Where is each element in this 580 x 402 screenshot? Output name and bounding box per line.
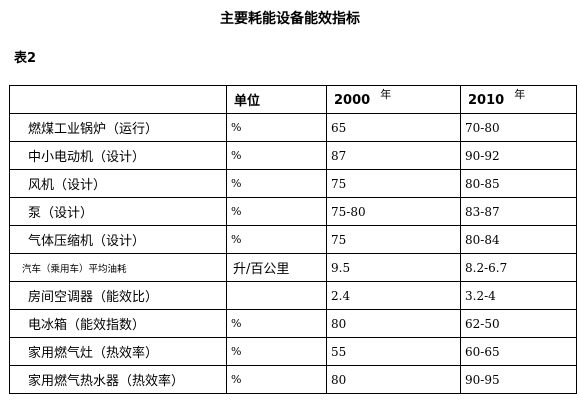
table-row: 气体压缩机（设计） % 75 80-84	[9, 225, 577, 254]
table-row: 中小电动机（设计） % 87 90-92	[9, 141, 577, 170]
header-name	[9, 85, 227, 114]
row-unit: %	[226, 337, 327, 366]
table-label: 表2	[14, 51, 37, 66]
row-name: 家用燃气灶（热效率）	[9, 337, 227, 366]
row-value-2000: 80	[326, 365, 461, 394]
row-value-2010: 70-80	[460, 113, 577, 142]
row-value-2000: 55	[326, 337, 461, 366]
row-name: 燃煤工业锅炉（运行）	[9, 113, 227, 142]
row-value-2000: 87	[326, 141, 461, 170]
row-unit: 升/百公里	[226, 253, 327, 282]
row-value-2000: 75	[326, 225, 461, 254]
row-unit	[226, 281, 327, 310]
row-name: 家用燃气热水器（热效率）	[9, 365, 227, 394]
row-name: 风机（设计）	[9, 169, 227, 198]
row-value-2000: 80	[326, 309, 461, 338]
table-row: 家用燃气灶（热效率） % 55 60-65	[9, 337, 577, 366]
header-2010-year-suffix: 年	[514, 87, 526, 101]
document-title: 主要耗能设备能效指标	[220, 11, 360, 27]
row-name: 气体压缩机（设计）	[9, 225, 227, 254]
row-value-2000: 75-80	[326, 197, 461, 226]
table-row: 泵（设计） % 75-80 83-87	[9, 197, 577, 226]
row-value-2000: 9.5	[326, 253, 461, 282]
efficiency-table: 单位 2000 年 2010 年 燃煤工业锅炉（运行） % 65 70-80 中小电…	[9, 85, 577, 394]
row-name: 电冰箱（能效指数）	[9, 309, 227, 338]
row-value-2000: 75	[326, 169, 461, 198]
table-header-row: 单位 2000 年 2010 年	[9, 85, 577, 114]
header-2010: 2010 年	[460, 85, 577, 114]
header-2000: 2000 年	[326, 85, 461, 114]
table-row: 风机（设计） % 75 80-85	[9, 169, 577, 198]
table-row: 房间空调器（能效比） 2.4 3.2-4	[9, 281, 577, 310]
header-2000-value: 2000	[334, 92, 371, 108]
row-value-2010: 90-95	[460, 365, 577, 394]
row-unit: %	[226, 113, 327, 142]
table-row: 家用燃气热水器（热效率） % 80 90-95	[9, 365, 577, 394]
row-unit: %	[226, 365, 327, 394]
row-value-2000: 65	[326, 113, 461, 142]
row-value-2010: 80-84	[460, 225, 577, 254]
row-value-2010: 90-92	[460, 141, 577, 170]
row-value-2010: 8.2-6.7	[460, 253, 577, 282]
row-value-2010: 62-50	[460, 309, 577, 338]
row-unit: %	[226, 225, 327, 254]
row-value-2000: 2.4	[326, 281, 461, 310]
row-name: 中小电动机（设计）	[9, 141, 227, 170]
row-unit: %	[226, 309, 327, 338]
table-row: 燃煤工业锅炉（运行） % 65 70-80	[9, 113, 577, 142]
table-row: 电冰箱（能效指数） % 80 62-50	[9, 309, 577, 338]
row-value-2010: 60-65	[460, 337, 577, 366]
row-unit: %	[226, 197, 327, 226]
header-2000-year-suffix: 年	[380, 87, 392, 101]
row-name: 泵（设计）	[9, 197, 227, 226]
table-row: 汽车（乘用车）平均油耗 升/百公里 9.5 8.2-6.7	[9, 253, 577, 282]
row-name: 汽车（乘用车）平均油耗	[9, 253, 227, 282]
row-unit: %	[226, 169, 327, 198]
header-unit: 单位	[226, 85, 327, 114]
row-value-2010: 83-87	[460, 197, 577, 226]
row-unit: %	[226, 141, 327, 170]
header-2010-value: 2010	[468, 92, 505, 108]
row-value-2010: 80-85	[460, 169, 577, 198]
row-value-2010: 3.2-4	[460, 281, 577, 310]
row-name: 房间空调器（能效比）	[9, 281, 227, 310]
